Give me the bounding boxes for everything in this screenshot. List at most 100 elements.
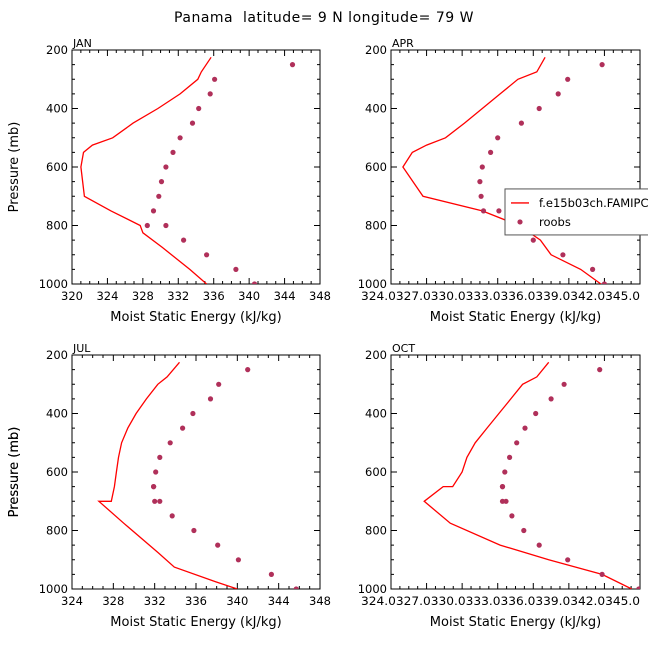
legend: f.e15b03ch.FAMIPC5.ne30_g16.ctrlroobs <box>504 188 648 236</box>
x-tick-label: 344 <box>274 289 296 303</box>
obs-point <box>152 498 158 504</box>
obs-point <box>495 135 501 141</box>
obs-point <box>478 193 484 199</box>
obs-point <box>521 527 527 534</box>
obs-point <box>245 367 251 373</box>
obs-point <box>636 586 640 589</box>
y-tick-label: 800 <box>46 219 68 233</box>
obs-point <box>191 527 197 534</box>
plot-frame <box>71 49 321 285</box>
x-tick-label: 344 <box>268 594 290 608</box>
obs-point <box>150 208 157 214</box>
y-tick-label: 600 <box>46 465 68 479</box>
model-profile-line <box>97 361 238 589</box>
y-tick-label: 800 <box>365 524 387 538</box>
panel-apr: APR 200 400 600 800 1000324.0327.0330.0333.03… <box>358 37 648 325</box>
obs-point <box>189 120 196 126</box>
y-tick-label: 800 <box>365 219 387 233</box>
x-tick-label: 348 <box>309 594 331 608</box>
obs-point <box>599 62 605 68</box>
obs-point <box>157 498 163 504</box>
y-tick-label: 400 <box>46 407 68 421</box>
obs-point <box>190 410 196 417</box>
obs-point <box>555 91 561 97</box>
obs-point <box>268 571 274 578</box>
obs-point <box>480 208 487 214</box>
x-tick-label: 336 <box>185 594 207 608</box>
panel-label: APR <box>392 37 414 50</box>
obs-point <box>293 586 299 589</box>
obs-point <box>560 252 566 258</box>
obs-point <box>169 513 175 519</box>
obs-point <box>151 484 157 490</box>
obs-point <box>599 571 605 578</box>
legend-marker-swatch <box>517 219 523 225</box>
obs-point <box>488 149 494 155</box>
y-axis-label: Pressure (mb) <box>7 427 22 518</box>
obs-point <box>167 440 173 446</box>
obs-point <box>216 381 222 387</box>
model-profile-line <box>423 361 632 589</box>
legend-label-model: f.e15b03ch.FAMIPC5.ne30_g16.ctrl <box>539 196 648 210</box>
obs-point <box>163 222 169 229</box>
obs-point <box>156 193 162 199</box>
obs-point <box>514 440 520 446</box>
obs-point <box>536 542 542 548</box>
obs-point <box>518 120 525 126</box>
y-tick-label: 800 <box>46 524 68 538</box>
y-tick-label: 1000 <box>358 582 387 596</box>
x-tick-label: 348 <box>309 289 331 303</box>
obs-point <box>533 410 539 417</box>
x-axis-label: Moist Static Energy (kJ/kg) <box>110 310 281 325</box>
plot-frame <box>71 354 321 590</box>
obs-point <box>565 76 571 82</box>
obs-point <box>170 149 176 155</box>
y-axis-label: Pressure (mb) <box>7 122 22 213</box>
obs-point <box>215 542 221 548</box>
y-tick-label: 200 <box>46 348 68 362</box>
obs-point <box>181 237 187 243</box>
y-tick-label: 600 <box>46 160 68 174</box>
obs-point <box>212 76 218 82</box>
obs-point <box>522 425 528 431</box>
obs-point <box>153 469 159 475</box>
y-tick-label: 1000 <box>39 277 68 291</box>
x-tick-labels: 324.0327.0330.0333.0336.0339.0342.0345.0 <box>361 289 640 303</box>
x-tick-labels: 324.0327.0330.0333.0336.0339.0342.0345.0 <box>361 594 640 608</box>
obs-point <box>597 367 603 373</box>
obs-point <box>561 381 567 387</box>
obs-point <box>507 454 513 460</box>
x-tick-label: 328 <box>132 289 154 303</box>
panel-label: JAN <box>72 37 92 50</box>
model-profile-line <box>402 56 602 284</box>
panel-label: JUL <box>72 342 91 355</box>
obs-point <box>496 208 502 214</box>
y-tick-label: 400 <box>365 407 387 421</box>
x-tick-label: 324 <box>96 289 118 303</box>
obs-point <box>503 498 509 504</box>
x-axis-label: Moist Static Energy (kJ/kg) <box>110 615 281 630</box>
obs-point <box>477 179 483 185</box>
obs-point <box>233 266 239 272</box>
plot-frame <box>390 49 641 285</box>
obs-point <box>158 179 165 185</box>
y-tick-label: 600 <box>365 465 387 479</box>
obs-point <box>196 105 202 112</box>
y-tick-label: 1000 <box>39 582 68 596</box>
obs-point <box>251 281 258 284</box>
y-tick-label: 600 <box>365 160 387 174</box>
obs-point <box>601 281 607 284</box>
obs-point <box>204 252 210 258</box>
legend-box <box>504 188 648 236</box>
panel-oct: OCT2004006008001000324.0327.0330.0333.03… <box>7 342 641 630</box>
obs-point <box>530 237 536 243</box>
y-tick-label: 400 <box>365 102 387 116</box>
x-tick-label: 324 <box>61 594 83 608</box>
obs-point <box>509 513 515 519</box>
x-tick-label: 332 <box>144 594 166 608</box>
obs-point <box>479 164 485 170</box>
x-axis-label: Moist Static Energy (kJ/kg) <box>430 615 601 630</box>
